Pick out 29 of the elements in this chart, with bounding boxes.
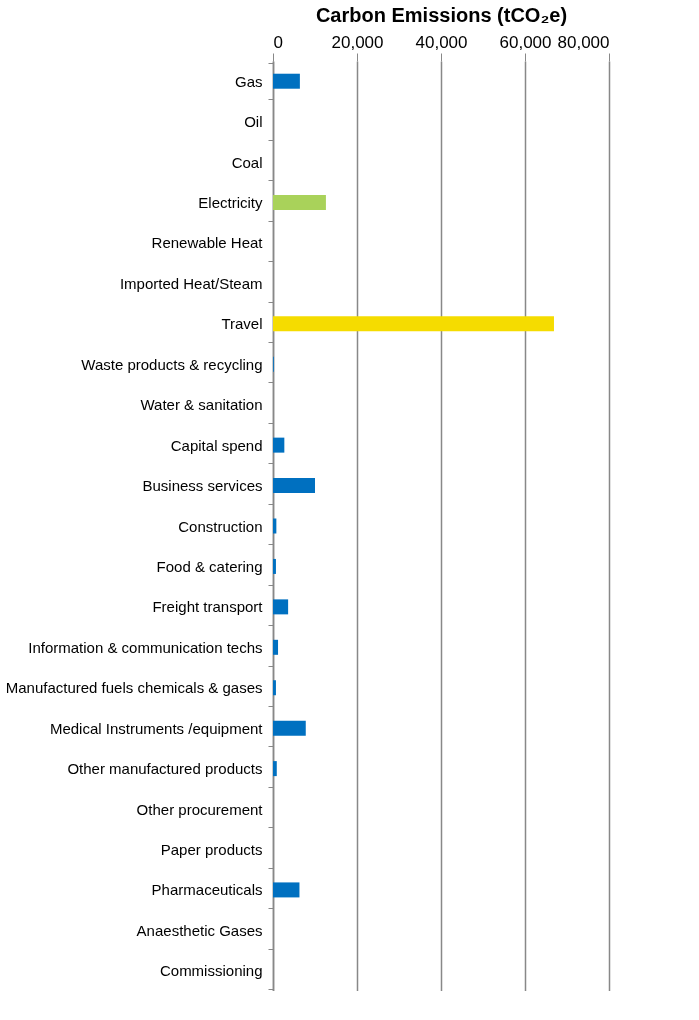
- y-tick-label: Anaesthetic Gases: [136, 921, 263, 939]
- x-tick-label: 60,000: [499, 32, 552, 52]
- y-tick-label: Imported Heat/Steam: [119, 274, 263, 292]
- y-tick-label: Water & sanitation: [140, 396, 263, 414]
- y-tick-label: Travel: [221, 315, 263, 333]
- x-tick-label: 40,000: [415, 32, 468, 52]
- y-tick-label: Freight transport: [152, 598, 264, 616]
- y-tick-label: Gas: [234, 72, 263, 90]
- y-tick-label: Medical Instruments /equipment: [49, 719, 264, 737]
- y-tick-label: Capital spend: [170, 436, 263, 454]
- y-tick-label: Renewable Heat: [151, 234, 264, 252]
- y-tick-label: Oil: [244, 113, 263, 131]
- x-tick-label: 0: [273, 32, 283, 52]
- x-tick-label: 20,000: [331, 32, 384, 52]
- y-tick-label: Other procurement: [136, 800, 264, 818]
- y-tick-label: Coal: [231, 153, 263, 171]
- y-tick-label: Manufactured fuels chemicals & gases: [5, 679, 263, 697]
- y-tick-label: Pharmaceuticals: [151, 881, 263, 899]
- y-tick-label: Food & catering: [156, 557, 263, 575]
- y-tick-label: Paper products: [160, 840, 263, 858]
- y-tick-label: Commissioning: [159, 962, 263, 980]
- y-tick-label: Construction: [178, 517, 263, 535]
- y-tick-label: Business services: [142, 477, 263, 495]
- x-tick-label: 80,000: [557, 32, 610, 52]
- y-tick-label: Waste products & recycling: [81, 355, 263, 373]
- y-tick-label: Electricity: [198, 194, 263, 212]
- x-axis-title: Carbon Emissions (tCO₂e): [315, 3, 568, 26]
- y-tick-label: Information & communication techs: [28, 638, 263, 656]
- y-tick-label: Other manufactured products: [67, 760, 263, 778]
